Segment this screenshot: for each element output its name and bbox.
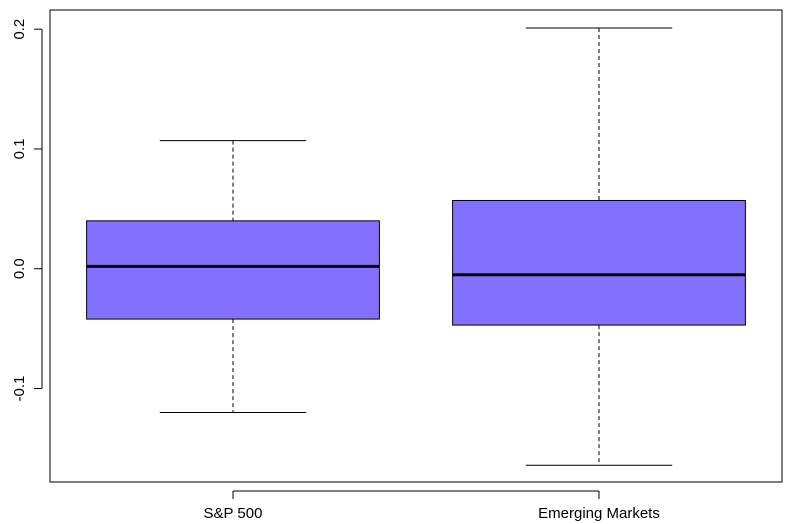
x-category-label: S&P 500 <box>204 505 263 522</box>
box-group <box>86 27 746 466</box>
x-category-label: Emerging Markets <box>538 505 660 522</box>
y-tick-label: 0.2 <box>11 19 28 40</box>
iqr-box <box>86 220 380 320</box>
y-tick-label: 0.1 <box>11 139 28 160</box>
y-tick-label: -0.1 <box>11 376 28 402</box>
box-series <box>86 140 380 414</box>
plot-frame <box>49 9 783 483</box>
box-series <box>452 27 746 466</box>
y-tick-label: 0.0 <box>11 258 28 279</box>
iqr-box <box>452 199 746 326</box>
y-axis: -0.1 0.0 0.1 0.2 <box>11 19 43 402</box>
x-axis: S&P 500 Emerging Markets <box>204 490 660 522</box>
